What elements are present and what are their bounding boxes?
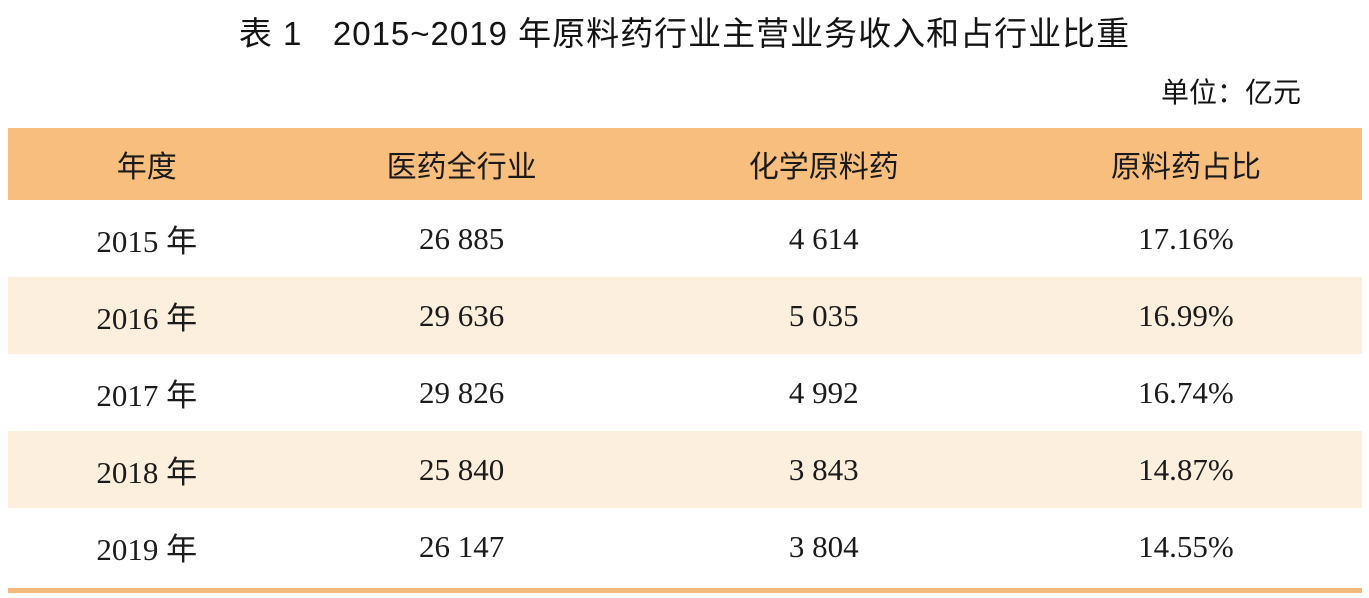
col-header-year: 年度 — [116, 151, 177, 184]
cell-chemical-api: 4 992 — [788, 374, 859, 410]
table-row: 2019 年 26 147 3 804 14.55% — [8, 508, 1362, 585]
col-header-chemical-api: 化学原料药 — [748, 151, 899, 184]
cell-api-share: 16.99% — [1138, 297, 1234, 333]
data-table: 年度 医药全行业 化学原料药 原料药占比 2015 年 26 885 4 614… — [8, 128, 1362, 593]
cell-year: 2015 年 — [96, 224, 198, 259]
cell-api-share: 14.55% — [1138, 528, 1234, 564]
cell-year: 2018 年 — [96, 455, 198, 490]
unit-label: 单位：亿元 — [1160, 78, 1301, 109]
table-row: 2017 年 29 826 4 992 16.74% — [8, 354, 1362, 431]
col-header-api-share: 原料药占比 — [1110, 151, 1261, 184]
cell-chemical-api: 3 804 — [788, 528, 859, 564]
table-row: 2018 年 25 840 3 843 14.87% — [8, 431, 1362, 508]
cell-year: 2019 年 — [96, 532, 198, 567]
table-row: 2016 年 29 636 5 035 16.99% — [8, 277, 1362, 354]
table-row: 2015 年 26 885 4 614 17.16% — [8, 200, 1362, 277]
cell-chemical-api: 4 614 — [788, 220, 859, 256]
table-bottom-rule — [8, 588, 1362, 593]
cell-pharma-industry: 29 636 — [418, 297, 505, 333]
cell-chemical-api: 3 843 — [788, 451, 859, 487]
cell-year: 2017 年 — [96, 378, 198, 413]
cell-pharma-industry: 26 147 — [418, 528, 505, 564]
cell-pharma-industry: 25 840 — [418, 451, 505, 487]
cell-chemical-api: 5 035 — [788, 297, 859, 333]
table-title: 表 1 2015~2019 年原料药行业主营业务收入和占行业比重 — [238, 15, 1131, 52]
cell-api-share: 14.87% — [1138, 451, 1234, 487]
col-header-pharma-industry: 医药全行业 — [386, 151, 537, 184]
cell-api-share: 17.16% — [1138, 220, 1234, 256]
cell-pharma-industry: 26 885 — [418, 220, 505, 256]
cell-api-share: 16.74% — [1138, 374, 1234, 410]
cell-pharma-industry: 29 826 — [418, 374, 505, 410]
table-header-row: 年度 医药全行业 化学原料药 原料药占比 — [8, 128, 1362, 200]
cell-year: 2016 年 — [96, 301, 198, 336]
